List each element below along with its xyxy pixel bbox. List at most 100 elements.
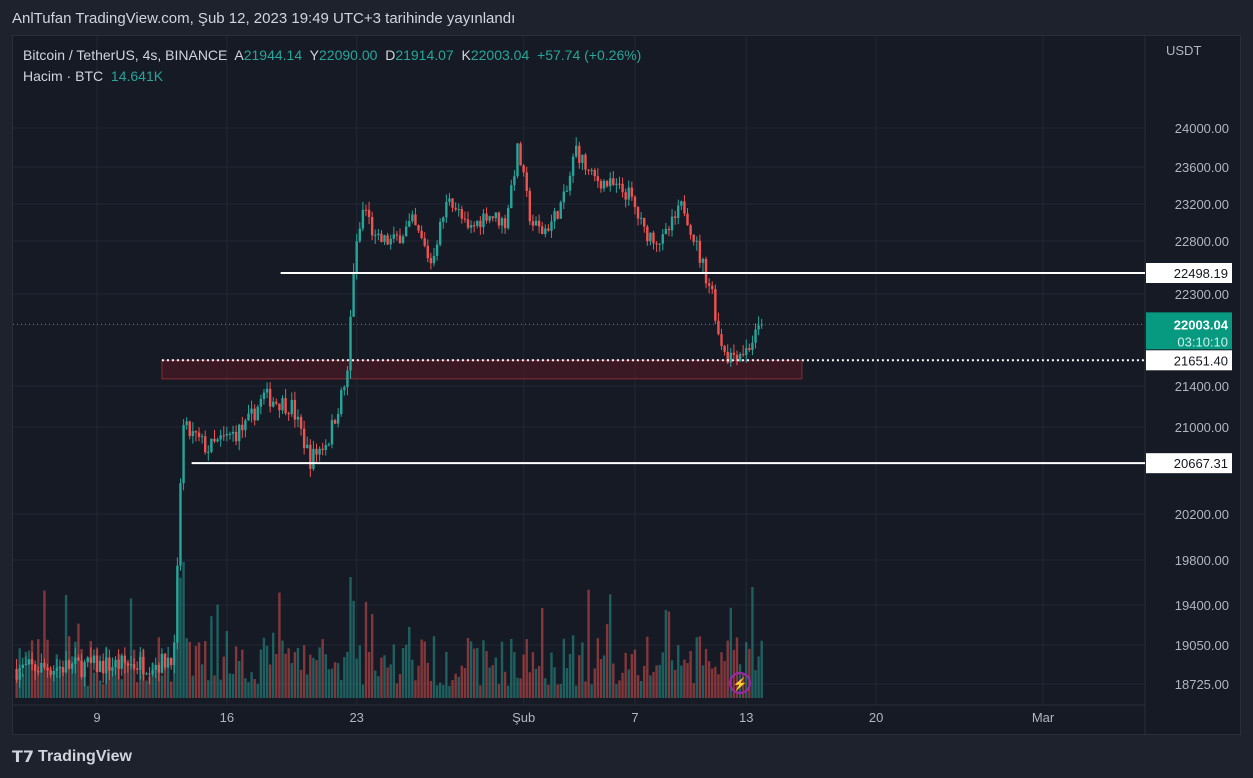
- volume-bar: [148, 676, 151, 698]
- volume-bar: [21, 673, 24, 698]
- candle-body: [380, 233, 383, 243]
- candle-body: [299, 416, 303, 429]
- candle-body: [204, 436, 207, 453]
- volume-bar: [513, 652, 516, 698]
- support-zone: [161, 359, 803, 380]
- candle-body: [426, 245, 430, 259]
- tradingview-logo[interactable]: 𝗧𝟳 TradingView: [12, 747, 132, 767]
- symbol-name[interactable]: Bitcoin / TetherUS, 4s, BINANCE: [23, 47, 228, 63]
- volume-bar: [40, 672, 43, 698]
- price-tick-label: 19400.00: [1175, 598, 1229, 613]
- candle-body: [757, 325, 760, 330]
- candle-body: [565, 190, 569, 192]
- candle-body: [717, 320, 720, 335]
- volume-bar: [488, 667, 491, 698]
- volume-bar: [170, 681, 173, 698]
- candle-body: [86, 657, 89, 663]
- volume-bar: [494, 657, 498, 698]
- price-tick-label: 22800.00: [1175, 234, 1229, 249]
- volume-bar: [250, 672, 253, 698]
- close-label: K: [461, 47, 471, 63]
- candle-body: [692, 234, 695, 242]
- volume-bar: [142, 649, 145, 698]
- candle-body: [108, 657, 111, 671]
- candle-body: [309, 444, 312, 469]
- candle-body: [609, 178, 612, 187]
- candle-body: [519, 143, 522, 166]
- candle-body: [488, 216, 491, 221]
- open-label: A: [234, 47, 244, 63]
- volume-bar: [352, 600, 355, 698]
- candle-body: [207, 451, 210, 453]
- volume-bar: [151, 663, 154, 698]
- price-tick-label: 20200.00: [1175, 507, 1229, 522]
- candle-body: [414, 214, 417, 226]
- volume-bar: [466, 637, 470, 698]
- candle-body: [120, 655, 123, 669]
- volume-bar: [185, 638, 188, 698]
- lightning-icon: [729, 672, 751, 694]
- volume-bar: [312, 657, 315, 698]
- volume-bar: [52, 674, 55, 698]
- candle-body: [528, 190, 532, 222]
- volume-bar: [83, 674, 86, 698]
- volume-bar: [636, 675, 640, 698]
- volume-bar: [643, 665, 646, 698]
- candle-body: [658, 243, 661, 245]
- time-tick-label: Şub: [512, 710, 535, 725]
- close-value: 22003.04: [470, 47, 530, 63]
- volume-bar: [748, 648, 751, 698]
- candle-body: [673, 216, 677, 218]
- candle-body: [754, 329, 757, 343]
- volume-bar: [77, 623, 80, 698]
- volume-bar: [541, 608, 544, 698]
- candle-body: [395, 234, 399, 236]
- candle-body: [321, 448, 324, 450]
- candle-body: [639, 217, 643, 219]
- volume-bar: [132, 649, 136, 698]
- volume-bar: [327, 669, 331, 698]
- candle-body: [584, 154, 587, 170]
- volume-bar: [463, 668, 467, 698]
- volume-bar: [361, 684, 365, 698]
- candle-body: [166, 657, 170, 668]
- tv-logo-icon: 𝗧𝟳: [12, 749, 35, 766]
- low-label: D: [385, 47, 396, 63]
- candle-body: [234, 431, 238, 442]
- volume-bar: [111, 668, 114, 698]
- candle-body: [701, 258, 705, 263]
- volume-bar: [392, 644, 395, 698]
- volume-bar: [37, 639, 40, 698]
- last-price-label: 22003.04: [1174, 317, 1229, 332]
- change-value: +57.74 (+0.26%): [537, 47, 642, 63]
- candle-body: [497, 212, 501, 226]
- volume-bar: [216, 604, 219, 698]
- volume-bar: [58, 666, 62, 698]
- candle-body: [760, 324, 763, 326]
- volume-bar: [500, 641, 504, 698]
- candle-body: [92, 655, 96, 663]
- candle-body: [485, 213, 488, 221]
- volume-bar: [228, 673, 232, 698]
- volume-bar: [126, 659, 130, 698]
- candle-body: [432, 255, 436, 264]
- volume-bar: [222, 656, 225, 698]
- candle-body: [340, 389, 343, 415]
- candle-body: [578, 145, 581, 163]
- candle-body: [33, 664, 37, 671]
- volume-bar: [673, 669, 677, 698]
- candle-body: [336, 414, 340, 424]
- candle-body: [494, 212, 498, 219]
- volume-bar: [346, 651, 349, 698]
- volume-bar: [760, 640, 763, 698]
- candle-body: [738, 354, 742, 362]
- volume-bar: [114, 664, 117, 698]
- candle-body: [559, 202, 562, 219]
- candle-body: [624, 192, 627, 200]
- candle-body: [355, 241, 358, 273]
- volume-bar: [689, 651, 692, 698]
- price-tick-label: 21400.00: [1175, 379, 1229, 394]
- volume-bar: [423, 641, 426, 698]
- candle-body: [250, 408, 253, 414]
